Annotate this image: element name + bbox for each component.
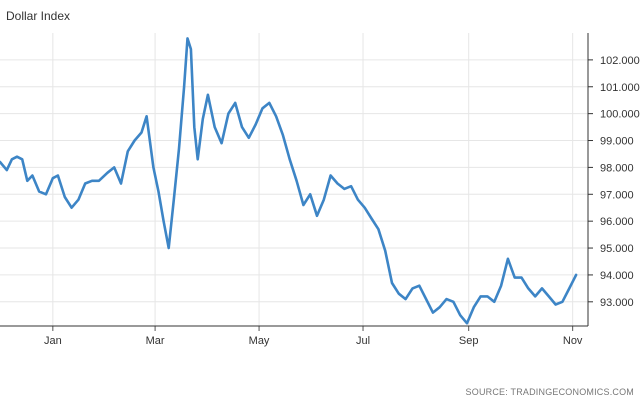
series-group: [0, 37, 578, 325]
y-tick-label: 100.000: [600, 109, 640, 121]
x-tick-label: Jul: [356, 335, 370, 347]
y-tick-label: 98.000: [600, 162, 634, 174]
y-tick-label: 102.000: [600, 55, 640, 67]
y-tick-label: 96.000: [600, 216, 634, 228]
x-tick-label: Mar: [146, 335, 165, 347]
chart-title: Dollar Index: [6, 9, 71, 23]
x-grid-lines: [52, 33, 574, 326]
x-tick-label: May: [249, 335, 270, 347]
source-note: SOURCE: TRADINGECONOMICS.COM: [465, 387, 634, 397]
y-tick-label: 101.000: [600, 82, 640, 94]
x-tick-label: Nov: [563, 335, 583, 347]
y-tick-label: 93.000: [600, 297, 634, 309]
y-tick-label: 94.000: [600, 270, 634, 282]
dollar-index-line: [0, 37, 578, 325]
y-tick-label: 95.000: [600, 243, 634, 255]
y-tick-label: 97.000: [600, 189, 634, 201]
x-tick-label: Sep: [459, 335, 479, 347]
x-tick-label: Jan: [44, 335, 62, 347]
y-tick-label: 99.000: [600, 136, 634, 148]
grid-lines: [0, 59, 588, 303]
axes: [0, 33, 593, 331]
y-tick-labels: 93.000 94.000 95.000 96.000 97.000 98.000 99.0…: [600, 55, 640, 309]
x-tick-labels: Jan Mar May Jul Sep Nov: [44, 335, 583, 347]
